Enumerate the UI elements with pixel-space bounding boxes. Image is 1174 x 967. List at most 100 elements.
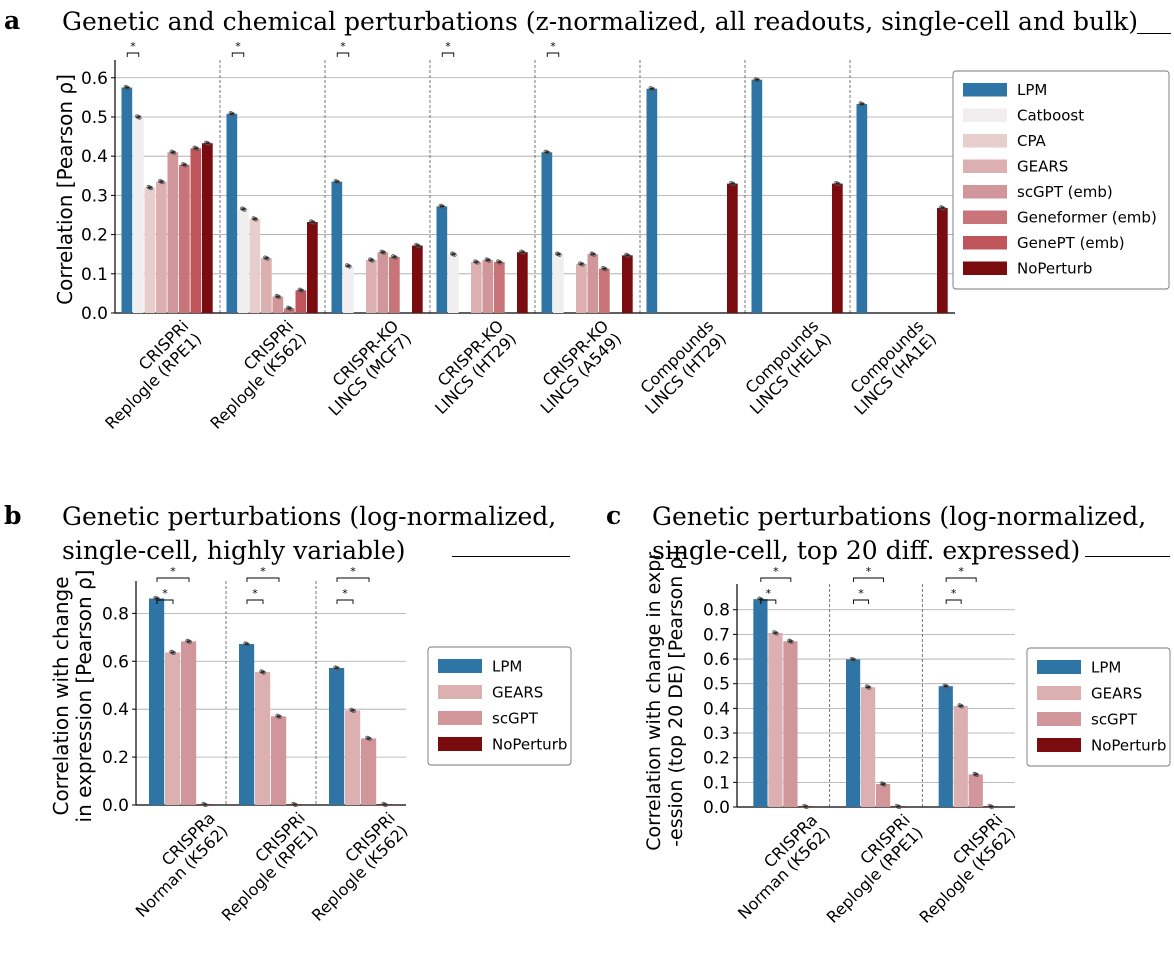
significance-bracket — [853, 599, 869, 604]
significance-bracket — [546, 52, 560, 57]
legend-swatch — [1037, 738, 1081, 752]
legend-label: LPM — [1017, 81, 1047, 99]
y-axis-title: Correlation with change in expr- — [643, 546, 665, 851]
bar — [856, 104, 868, 314]
significance-bracket — [945, 599, 962, 604]
y-tick-label: 0.2 — [703, 749, 730, 769]
bar — [471, 262, 482, 313]
bar — [255, 672, 271, 805]
bar — [517, 252, 528, 313]
bar — [121, 87, 133, 313]
significance-bracket — [231, 52, 245, 57]
legend-label: NoPerturb — [1017, 260, 1092, 278]
legend-swatch — [438, 659, 482, 673]
y-tick-label: 0.3 — [703, 724, 730, 744]
bar — [938, 686, 953, 807]
panel-a-title: Genetic and chemical perturbations (z-no… — [62, 7, 1139, 36]
y-tick-label: 0.8 — [102, 604, 129, 624]
bar — [133, 116, 144, 313]
y-tick-label: 0.0 — [102, 796, 129, 816]
legend-label: LPM — [1091, 658, 1121, 676]
legend-label: GenePT (emb) — [1017, 234, 1125, 252]
legend-label: scGPT — [1091, 710, 1138, 728]
bar — [968, 774, 983, 807]
bar — [541, 152, 553, 313]
significance-star: * — [350, 565, 356, 578]
significance-bracket — [945, 577, 977, 582]
legend-label: NoPerturb — [492, 735, 567, 753]
y-tick-label: 0.7 — [703, 625, 730, 645]
legend-swatch — [963, 210, 1007, 224]
legend-label: Catboost — [1017, 107, 1084, 125]
significance-bracket — [156, 577, 190, 582]
legend-label: GEARS — [1017, 158, 1068, 176]
bar — [389, 256, 400, 313]
significance-bracket — [760, 577, 792, 582]
legend-swatch — [438, 737, 482, 751]
significance-bracket — [760, 599, 777, 604]
bar — [202, 143, 213, 313]
significance-star: * — [858, 587, 864, 600]
significance-star: * — [260, 565, 266, 578]
significance-star: * — [866, 565, 872, 578]
bar — [345, 710, 361, 805]
y-tick-label: 0.4 — [102, 700, 129, 720]
bar — [366, 260, 377, 313]
bar — [876, 784, 891, 807]
significance-star: * — [766, 587, 772, 600]
y-tick-label: 0.0 — [703, 798, 730, 818]
bar — [179, 164, 190, 313]
panel-b-title-line2: single-cell, highly variable) — [62, 536, 406, 565]
bar — [165, 652, 181, 805]
legend-label: scGPT — [492, 709, 539, 727]
panel-b-title-rule — [452, 556, 570, 557]
bar — [553, 254, 564, 313]
legend-swatch — [963, 108, 1007, 122]
bar — [953, 705, 968, 807]
bar — [226, 113, 238, 313]
significance-bracket — [336, 577, 370, 582]
significance-star: * — [773, 565, 779, 578]
significance-bracket — [336, 52, 350, 57]
significance-star: * — [445, 40, 451, 53]
panel-a-title-rule — [1137, 33, 1171, 34]
bar — [295, 290, 307, 313]
y-tick-label: 0.1 — [703, 773, 730, 793]
y-axis-title: -ession (top 20 DE) [Pearson ρ] — [665, 550, 687, 847]
panel-c-title-line2: single-cell, top 20 diff. expressed) — [652, 536, 1081, 565]
panel-b-title-line1: Genetic perturbations (log-normalized, — [62, 502, 557, 531]
y-axis-title: Correlation with change — [49, 576, 73, 815]
bar — [482, 260, 494, 313]
bar — [448, 254, 459, 313]
significance-bracket — [336, 599, 354, 604]
legend-label: LPM — [492, 657, 522, 675]
bar — [343, 265, 354, 313]
panel-c-title-line1: Genetic perturbations (log-normalized, — [652, 502, 1147, 531]
legend-swatch — [963, 134, 1007, 148]
legend-label: CPA — [1017, 132, 1047, 150]
bar — [412, 245, 423, 313]
bar — [768, 632, 783, 807]
bar — [377, 252, 389, 313]
panel-c-title-rule — [1085, 556, 1170, 557]
bar — [238, 209, 249, 313]
bar — [149, 598, 165, 805]
significance-star: * — [170, 565, 176, 578]
y-tick-label: 0.8 — [703, 601, 730, 621]
significance-star: * — [162, 587, 168, 600]
y-tick-label: 0.2 — [81, 226, 108, 246]
significance-star: * — [130, 40, 136, 53]
bar — [249, 218, 261, 313]
bar — [494, 262, 505, 313]
y-tick-label: 0.6 — [102, 652, 129, 672]
y-axis-title: in expression [Pearson ρ] — [72, 570, 96, 823]
significance-bracket — [126, 52, 140, 57]
legend-box — [1026, 647, 1171, 767]
y-tick-label: 0.2 — [102, 748, 129, 768]
y-tick-label: 0.5 — [703, 675, 730, 695]
bar — [937, 207, 948, 313]
bar — [727, 183, 738, 313]
bar — [190, 148, 202, 313]
significance-star: * — [550, 40, 556, 53]
y-axis-title: Correlation [Pearson ρ] — [53, 74, 77, 305]
